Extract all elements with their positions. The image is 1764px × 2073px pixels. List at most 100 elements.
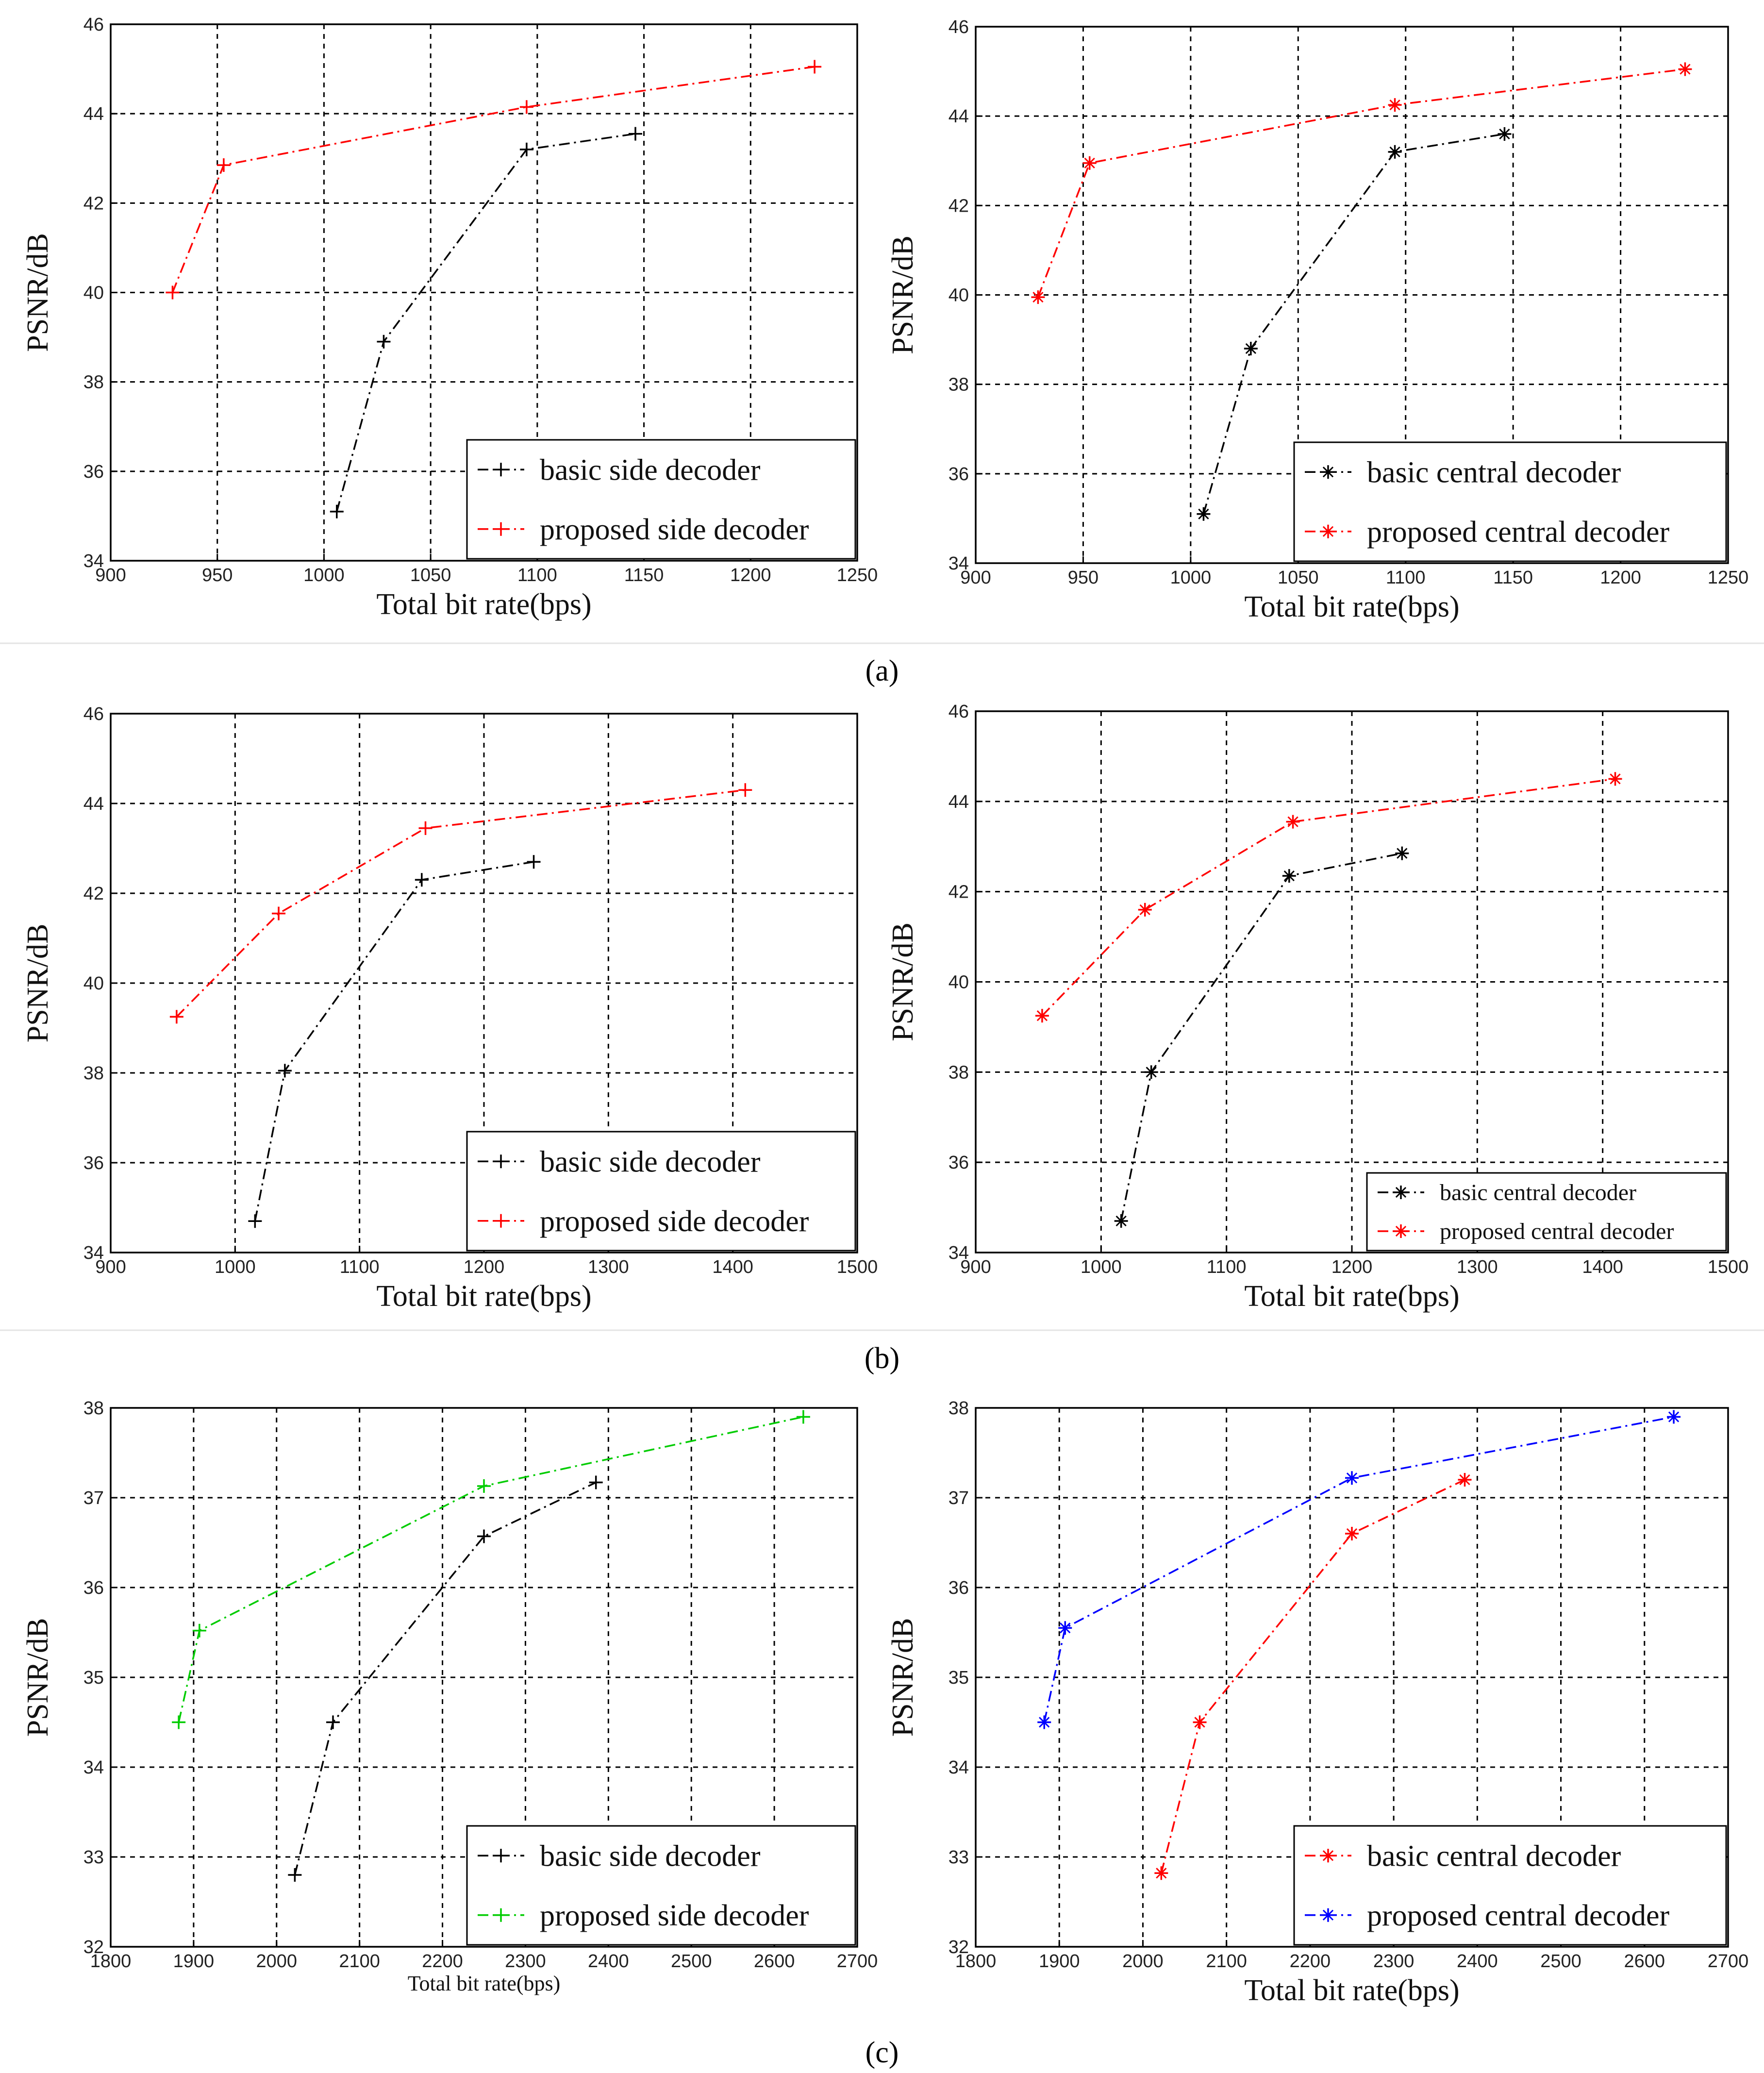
x-tick-label: 2400	[588, 1951, 629, 1972]
y-tick-label: 38	[949, 1062, 969, 1083]
series-0	[1154, 1473, 1472, 1880]
data-point	[628, 127, 642, 141]
legend: basic side decoder proposed side decoder	[466, 1131, 856, 1252]
legend: basic central decoder proposed central de…	[1366, 1172, 1727, 1252]
x-tick-label: 1100	[1207, 1257, 1247, 1277]
data-point	[1037, 1715, 1051, 1729]
caption-a: (a)	[865, 654, 899, 687]
data-point	[1498, 127, 1512, 141]
chart-c-left: 1800 1900 2000 2100 2200 2300 2400 2500 2600 2700…	[21, 1398, 878, 1995]
legend-marker	[494, 522, 508, 536]
x-tick-label: 1000	[1081, 1257, 1122, 1277]
data-point	[1395, 846, 1409, 860]
series-1	[1031, 62, 1692, 304]
caption-c: (c)	[865, 2036, 899, 2069]
data-point	[288, 1868, 302, 1882]
y-tick-label: 33	[949, 1847, 969, 1868]
data-point	[330, 504, 344, 518]
legend-marker	[494, 1849, 508, 1863]
legend-label: proposed central decoder	[1440, 1219, 1674, 1244]
data-point	[192, 1623, 206, 1638]
y-tick-label: 34	[83, 1243, 104, 1263]
legend-label: basic central decoder	[1440, 1180, 1636, 1205]
legend: basic central decoder proposed central de…	[1293, 1825, 1727, 1946]
legend-label: proposed side decoder	[540, 1899, 809, 1932]
chart-c-right: 1800 1900 2000 2100 2200 2300 2400 2500 2600 2700…	[886, 1398, 1748, 2007]
x-tick-label: 900	[95, 1257, 126, 1277]
data-point	[1082, 156, 1097, 170]
x-tick-label: 1800	[955, 1951, 997, 1972]
legend-marker	[494, 463, 508, 477]
x-tick-label: 2600	[1624, 1951, 1665, 1972]
y-tick-label: 33	[83, 1847, 104, 1868]
data-point	[1345, 1471, 1359, 1485]
x-tick-label: 950	[1068, 568, 1098, 588]
data-point	[1154, 1866, 1168, 1880]
x-tick-label: 2300	[505, 1951, 546, 1972]
series-line	[1043, 1416, 1674, 1722]
y-tick-label: 40	[83, 283, 104, 303]
legend-entry: proposed central decoder	[1305, 516, 1670, 549]
x-tick-label: 1500	[837, 1257, 878, 1277]
legend-label: basic side decoder	[540, 1145, 761, 1178]
data-point	[1458, 1473, 1472, 1487]
series-1	[1037, 1410, 1681, 1729]
data-point	[527, 855, 541, 869]
series-0	[1114, 846, 1409, 1228]
y-axis-label: PSNR/dB	[886, 235, 919, 354]
y-tick-label: 38	[83, 1063, 104, 1084]
series-line	[171, 66, 815, 293]
data-point	[1035, 1009, 1049, 1023]
y-tick-label: 46	[83, 15, 104, 35]
x-axis-label: Total bit rate(bps)	[376, 588, 591, 621]
legend-box	[466, 439, 856, 560]
y-tick-label: 36	[949, 464, 969, 485]
series-line	[1041, 778, 1615, 1017]
series-1	[169, 783, 752, 1024]
data-point	[1144, 1065, 1158, 1079]
x-tick-label: 2200	[1290, 1951, 1331, 1972]
data-point	[796, 1410, 810, 1424]
x-axis-label: Total bit rate(bps)	[408, 1972, 561, 1995]
y-tick-label: 44	[949, 106, 969, 127]
data-point	[1678, 62, 1692, 76]
x-axis-label: Total bit rate(bps)	[376, 1280, 591, 1313]
data-point	[738, 783, 752, 797]
y-tick-label: 44	[83, 104, 104, 124]
data-point	[1608, 772, 1622, 786]
legend-entry: basic side decoder	[478, 1145, 761, 1178]
legend-marker	[1321, 465, 1335, 479]
x-tick-label: 2400	[1457, 1951, 1498, 1972]
x-tick-label: 1050	[410, 565, 451, 585]
data-point	[272, 906, 286, 920]
legend-box	[466, 1131, 856, 1252]
x-tick-label: 1900	[1039, 1951, 1080, 1972]
legend-entry: basic central decoder	[1305, 1839, 1621, 1872]
y-axis-label: PSNR/dB	[21, 233, 54, 352]
x-tick-label: 1500	[1708, 1257, 1749, 1277]
data-point	[1244, 342, 1258, 355]
legend-label: proposed side decoder	[540, 513, 809, 546]
x-tick-label: 1100	[1386, 568, 1426, 588]
data-point	[1138, 903, 1152, 917]
legend-marker	[494, 1908, 508, 1922]
legend-entry: basic side decoder	[478, 1839, 761, 1872]
y-tick-label: 38	[949, 1398, 969, 1419]
data-point	[1114, 1214, 1128, 1228]
legend-marker	[1394, 1224, 1408, 1238]
y-tick-label: 38	[83, 372, 104, 393]
x-axis-label: Total bit rate(bps)	[1244, 590, 1459, 623]
legend-label: basic central decoder	[1367, 456, 1621, 489]
y-tick-label: 34	[949, 1757, 969, 1778]
chart-a-right: 900 950 1000 1050 1100 1150 1200 1250 34 36 38 40 42…	[886, 17, 1748, 623]
data-point	[519, 142, 533, 156]
legend-box	[1293, 1825, 1727, 1946]
data-point	[172, 1715, 186, 1729]
y-tick-label: 38	[949, 375, 969, 395]
chart-a-left: 900 950 1000 1050 1100 1150 1200 1250 34 36 38 40 42…	[21, 15, 878, 621]
x-tick-label: 1200	[730, 565, 771, 585]
legend-label: basic central decoder	[1367, 1839, 1621, 1872]
legend-entry: proposed side decoder	[478, 1205, 809, 1238]
x-tick-label: 1200	[1331, 1257, 1373, 1277]
y-axis-label: PSNR/dB	[21, 1618, 54, 1737]
